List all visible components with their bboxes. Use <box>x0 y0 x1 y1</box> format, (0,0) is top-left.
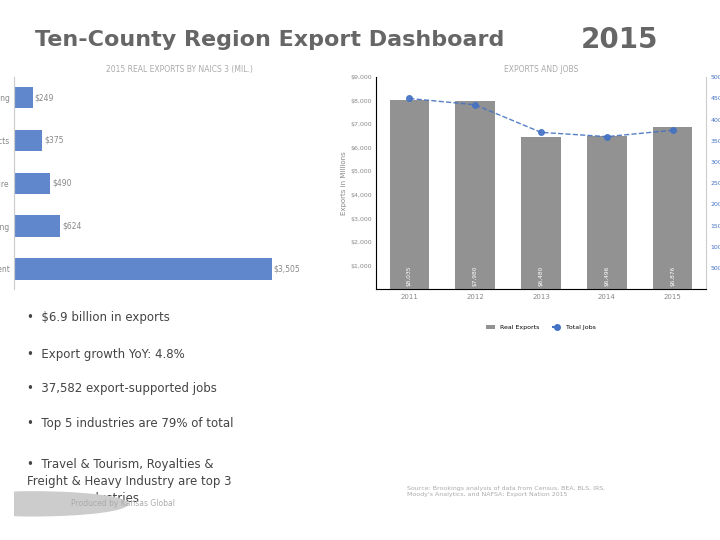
Text: $375: $375 <box>44 136 63 145</box>
Bar <box>587 136 626 289</box>
Y-axis label: Exports in Millions: Exports in Millions <box>341 151 347 215</box>
Text: Produced by Kansas Global: Produced by Kansas Global <box>71 500 175 508</box>
Text: •  37,582 export-supported jobs: • 37,582 export-supported jobs <box>27 382 217 395</box>
Text: •  Top 5 industries are 79% of total: • Top 5 industries are 79% of total <box>27 417 233 430</box>
Text: $3,505: $3,505 <box>274 265 300 273</box>
Text: •  Travel & Tourism, Royalties &
Freight & Heavy Industry are top 3
Services Ind: • Travel & Tourism, Royalties & Freight … <box>27 458 231 505</box>
Text: Ten-County Region Export Dashboard: Ten-County Region Export Dashboard <box>35 30 505 50</box>
Text: $7,980: $7,980 <box>473 265 477 286</box>
Text: $624: $624 <box>63 221 82 231</box>
Bar <box>14 258 271 280</box>
Bar <box>653 127 693 289</box>
Bar <box>14 173 50 194</box>
Bar <box>390 100 429 289</box>
Text: $490: $490 <box>53 179 72 188</box>
Bar <box>521 137 561 289</box>
Bar <box>14 87 32 109</box>
Text: •  Export growth YoY: 4.8%: • Export growth YoY: 4.8% <box>27 348 185 361</box>
Title: 2015 REAL EXPORTS BY NAICS 3 (MIL.): 2015 REAL EXPORTS BY NAICS 3 (MIL.) <box>106 65 253 73</box>
Text: $249: $249 <box>35 93 54 102</box>
Text: $8,035: $8,035 <box>407 265 412 286</box>
Bar <box>456 102 495 289</box>
Title: EXPORTS AND JOBS: EXPORTS AND JOBS <box>504 65 578 73</box>
Legend: Real Exports, Total Jobs: Real Exports, Total Jobs <box>483 322 599 333</box>
Bar <box>14 130 42 151</box>
Circle shape <box>0 492 127 516</box>
Bar <box>14 215 60 237</box>
Text: $6,480: $6,480 <box>539 265 544 286</box>
Text: $6,496: $6,496 <box>604 266 609 286</box>
Text: 2015: 2015 <box>581 26 659 55</box>
Text: Source: Brookings analysis of data from Census, BEA, BLS, IRS,
Moody's Analytics: Source: Brookings analysis of data from … <box>407 487 606 497</box>
Text: •  $6.9 billion in exports: • $6.9 billion in exports <box>27 311 170 324</box>
Text: $6,876: $6,876 <box>670 266 675 286</box>
